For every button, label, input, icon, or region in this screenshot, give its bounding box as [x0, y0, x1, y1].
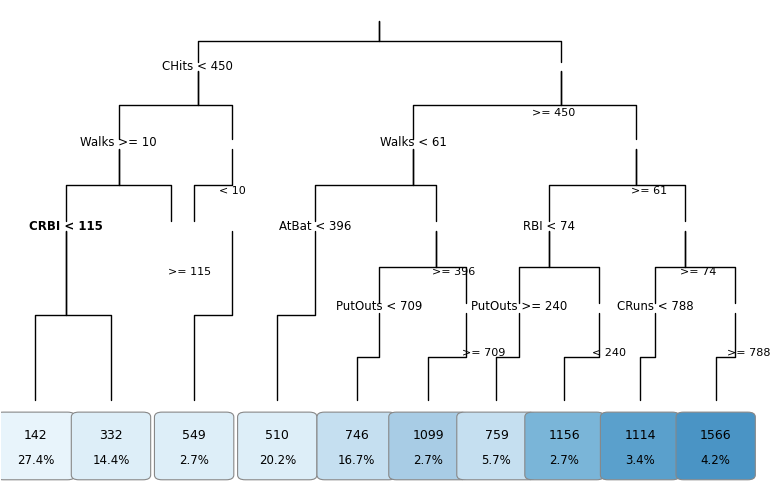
Text: < 10: < 10 [219, 186, 246, 196]
FancyBboxPatch shape [457, 412, 536, 480]
FancyBboxPatch shape [601, 412, 680, 480]
FancyBboxPatch shape [317, 412, 396, 480]
Text: 2.7%: 2.7% [413, 454, 443, 467]
Text: 3.4%: 3.4% [626, 454, 655, 467]
Text: 16.7%: 16.7% [338, 454, 375, 467]
FancyBboxPatch shape [155, 412, 234, 480]
Text: 142: 142 [23, 429, 47, 442]
Text: < 240: < 240 [593, 348, 626, 358]
FancyBboxPatch shape [237, 412, 317, 480]
Text: 2.7%: 2.7% [179, 454, 209, 467]
Text: 1156: 1156 [548, 429, 580, 442]
Text: 510: 510 [265, 429, 289, 442]
Text: RBI < 74: RBI < 74 [524, 220, 576, 233]
Text: 2.7%: 2.7% [549, 454, 580, 467]
FancyBboxPatch shape [0, 412, 75, 480]
Text: >= 115: >= 115 [168, 267, 211, 277]
Text: 759: 759 [485, 429, 508, 442]
Text: >= 788: >= 788 [727, 348, 770, 358]
Text: AtBat < 396: AtBat < 396 [279, 220, 351, 233]
Text: 20.2%: 20.2% [258, 454, 296, 467]
Text: 4.2%: 4.2% [701, 454, 731, 467]
Text: 1566: 1566 [700, 429, 731, 442]
Text: 5.7%: 5.7% [482, 454, 511, 467]
Text: 332: 332 [99, 429, 123, 442]
Text: CRuns < 788: CRuns < 788 [617, 300, 693, 313]
Text: 14.4%: 14.4% [93, 454, 130, 467]
Text: >= 396: >= 396 [433, 267, 475, 277]
Text: >= 74: >= 74 [680, 267, 717, 277]
Text: Walks >= 10: Walks >= 10 [80, 137, 157, 150]
Text: 1114: 1114 [624, 429, 656, 442]
FancyBboxPatch shape [676, 412, 755, 480]
FancyBboxPatch shape [525, 412, 605, 480]
Text: Walks < 61: Walks < 61 [380, 137, 447, 150]
Text: 549: 549 [182, 429, 206, 442]
Text: CHits < 450: CHits < 450 [163, 60, 233, 73]
FancyBboxPatch shape [389, 412, 468, 480]
Text: >= 61: >= 61 [631, 186, 667, 196]
Text: CRBI < 115: CRBI < 115 [29, 220, 103, 233]
Text: 1099: 1099 [412, 429, 444, 442]
Text: 27.4%: 27.4% [16, 454, 54, 467]
Text: >= 709: >= 709 [462, 348, 506, 358]
Text: 746: 746 [345, 429, 369, 442]
Text: PutOuts < 709: PutOuts < 709 [336, 300, 422, 313]
FancyBboxPatch shape [72, 412, 151, 480]
Text: >= 450: >= 450 [532, 107, 575, 118]
Text: PutOuts >= 240: PutOuts >= 240 [471, 300, 567, 313]
